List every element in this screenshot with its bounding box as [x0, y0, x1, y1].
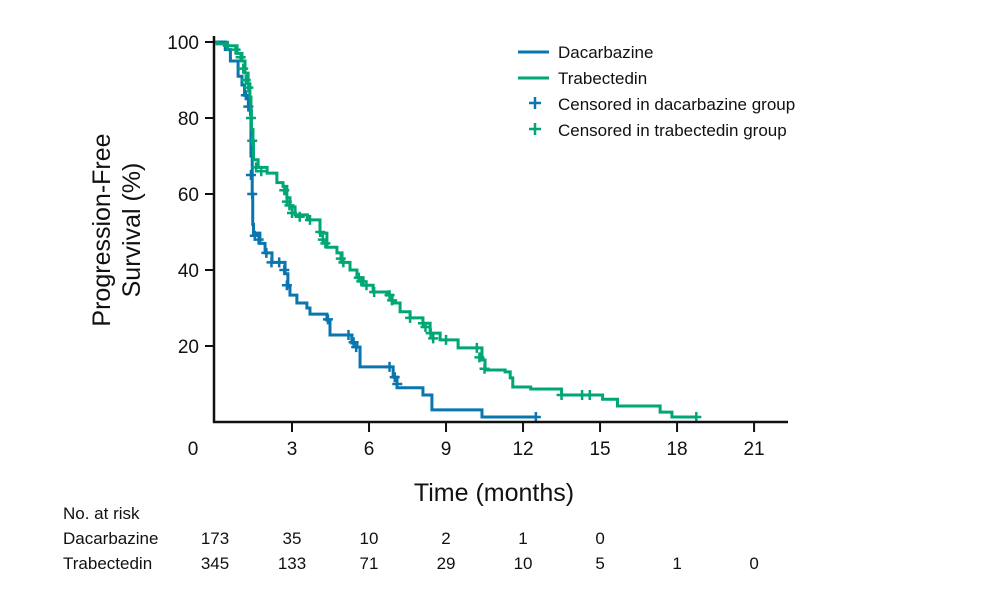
legend-label-censored-dacarbazine: Censored in dacarbazine group: [558, 95, 795, 114]
censor-mark-trabectedin: [284, 200, 295, 211]
x-axis-label: Time (months): [414, 479, 574, 507]
censor-mark-trabectedin: [387, 295, 398, 306]
censor-mark-trabectedin: [256, 166, 267, 177]
risk-value: 29: [437, 554, 456, 573]
x-tick-label: 15: [589, 439, 610, 460]
y-tick-label: 20: [178, 337, 199, 358]
censor-mark-dacarbazine: [261, 247, 272, 258]
censor-mark-trabectedin: [338, 257, 349, 268]
y-axis-label-line1: Progression-Free: [88, 133, 116, 326]
censor-mark-trabectedin: [425, 328, 436, 339]
survival-curves: [215, 40, 702, 423]
legend-label-trabectedin: Trabectedin: [558, 69, 647, 88]
y-tick-label: 100: [167, 33, 199, 54]
censor-mark-trabectedin: [235, 52, 246, 63]
censor-mark-trabectedin: [251, 162, 262, 173]
censor-mark-dacarbazine: [247, 189, 258, 199]
censor-mark-trabectedin: [556, 390, 567, 401]
censor-mark-trabectedin: [356, 276, 367, 287]
risk-table-title: No. at risk: [63, 504, 140, 523]
censor-mark-trabectedin: [245, 113, 256, 123]
risk-value: 173: [201, 529, 229, 548]
risk-value: 0: [749, 554, 758, 573]
risk-value: 35: [283, 529, 302, 548]
censor-mark-dacarbazine: [281, 280, 292, 291]
risk-value: 10: [514, 554, 533, 573]
censor-mark-trabectedin: [691, 412, 702, 423]
censor-mark-trabectedin: [240, 75, 251, 85]
censor-mark-trabectedin: [361, 280, 372, 291]
censor-mark-trabectedin: [222, 40, 233, 51]
y-tick-label: 60: [178, 185, 199, 206]
censor-mark-trabectedin: [247, 135, 258, 146]
censor-mark-dacarbazine: [392, 379, 403, 389]
legend-censor-dacarbazine-icon: [529, 97, 541, 109]
risk-value: 345: [201, 554, 229, 573]
censor-mark-trabectedin: [428, 333, 439, 344]
y-tick-label: 80: [178, 109, 199, 130]
x-tick-label: 12: [512, 439, 533, 460]
censor-mark-trabectedin: [238, 63, 249, 74]
x-tick-label: 21: [743, 439, 764, 460]
censor-mark-trabectedin: [474, 352, 485, 363]
x-tick-label: 0: [188, 439, 199, 460]
censor-mark-trabectedin: [584, 390, 595, 401]
censor-mark-trabectedin: [294, 211, 305, 222]
x-tick-label: 3: [287, 439, 298, 460]
censor-mark-trabectedin: [315, 227, 326, 237]
censor-mark-dacarbazine: [351, 342, 362, 353]
legend-label-dacarbazine: Dacarbazine: [558, 43, 653, 62]
censor-mark-trabectedin: [320, 238, 331, 249]
censor-mark-trabectedin: [369, 287, 380, 298]
censor-mark-trabectedin: [441, 334, 452, 345]
risk-row-label-dacarbazine: Dacarbazine: [63, 529, 158, 548]
risk-value: 10: [360, 529, 379, 548]
censor-mark-dacarbazine: [530, 412, 541, 423]
x-tick-label: 9: [441, 439, 452, 460]
risk-row-label-trabectedin: Trabectedin: [63, 554, 152, 573]
risk-value: 1: [518, 529, 527, 548]
censor-mark-trabectedin: [279, 185, 290, 196]
censor-mark-trabectedin: [420, 322, 431, 332]
risk-value: 2: [441, 529, 450, 548]
censor-mark-trabectedin: [243, 82, 254, 93]
censor-mark-trabectedin: [304, 214, 315, 225]
censor-mark-trabectedin: [287, 208, 298, 218]
x-tick-label: 18: [666, 439, 687, 460]
y-tick-label: 40: [178, 261, 199, 282]
risk-value: 133: [278, 554, 306, 573]
censor-mark-dacarbazine: [322, 314, 333, 325]
risk-value: 1: [672, 554, 681, 573]
censor-mark-trabectedin: [405, 312, 416, 323]
censor-mark-dacarbazine: [245, 170, 256, 180]
censor-mark-dacarbazine: [279, 265, 290, 275]
censor-mark-trabectedin: [471, 342, 482, 353]
legend: Dacarbazine Trabectedin Censored in daca…: [518, 43, 795, 140]
legend-label-censored-trabectedin: Censored in trabectedin group: [558, 121, 787, 140]
censor-mark-dacarbazine: [253, 234, 264, 245]
risk-value: 5: [595, 554, 604, 573]
y-axis-label-line2: Survival (%): [118, 163, 146, 298]
risk-value: 0: [595, 529, 604, 548]
x-tick-label: 6: [364, 439, 375, 460]
legend-censor-trabectedin-icon: [529, 123, 541, 135]
censor-mark-dacarbazine: [274, 257, 285, 268]
axis-ticks: 0 3 6 9 12 15 18 21 20 40 60 80 100: [167, 33, 764, 460]
censor-mark-dacarbazine: [343, 329, 354, 340]
censor-mark-dacarbazine: [384, 361, 395, 372]
risk-value: 71: [360, 554, 379, 573]
censor-mark-dacarbazine: [389, 372, 400, 383]
curve-dacarbazine: [215, 40, 538, 419]
censor-mark-trabectedin: [230, 44, 241, 55]
censor-mark-trabectedin: [384, 290, 395, 301]
risk-table: No. at risk Dacarbazine Trabectedin 173 3…: [63, 504, 759, 573]
censor-mark-trabectedin: [479, 363, 490, 374]
